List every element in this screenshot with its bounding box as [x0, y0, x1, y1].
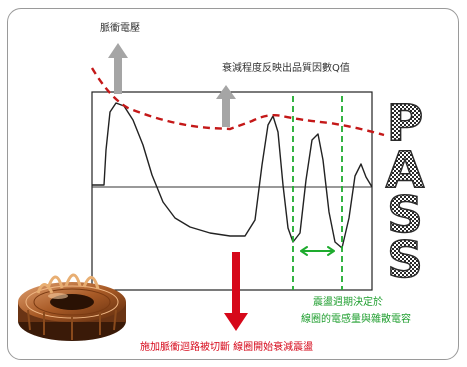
- cutoff-caption: 施加脈衝迴路被切斷 線圈開始衰減震盪: [140, 342, 314, 353]
- stator-coil-image: [18, 273, 126, 341]
- pass-letter: S: [387, 186, 423, 244]
- up-arrow-decay-q-icon: [216, 85, 236, 127]
- decay-envelope: [90, 67, 385, 137]
- pulse-voltage-label: 脈衝電壓: [100, 23, 140, 34]
- pass-letter: A: [386, 141, 425, 199]
- down-arrow-cutoff-icon: [224, 252, 248, 331]
- pass-letters: P A S S: [385, 93, 426, 290]
- up-arrow-pulse-voltage-icon: [108, 43, 128, 94]
- oscillation-caption-line2: 線圈的電感量與雜散電容: [301, 314, 411, 325]
- period-arrow-icon: [300, 246, 335, 256]
- oscillation-caption-line1: 震盪週期決定於: [313, 297, 383, 308]
- decay-q-label: 衰減程度反映出品質因數Q值: [222, 63, 350, 74]
- pass-letter: S: [387, 231, 423, 289]
- decaying-waveform: [92, 102, 373, 249]
- pass-letter: P: [387, 94, 424, 152]
